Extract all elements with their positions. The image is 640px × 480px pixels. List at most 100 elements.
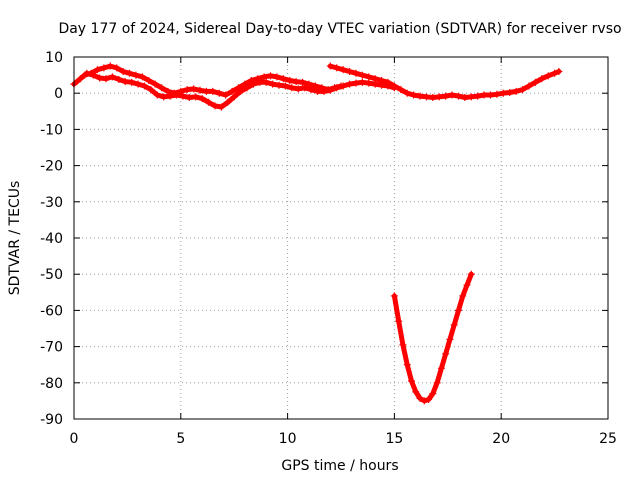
- y-tick-label: 0: [54, 86, 63, 102]
- data-point: [292, 78, 300, 86]
- data-point: [254, 75, 262, 83]
- data-point: [211, 102, 219, 110]
- data-point: [273, 73, 281, 81]
- data-point: [299, 78, 307, 86]
- data-point: [228, 87, 236, 95]
- data-point: [209, 87, 217, 95]
- data-point: [358, 71, 366, 79]
- data-point: [260, 73, 268, 81]
- x-tick-label: 15: [385, 431, 403, 447]
- data-point: [217, 103, 225, 111]
- data-point: [230, 93, 238, 101]
- y-tick-label: -10: [40, 122, 63, 138]
- x-tick-label: 10: [279, 431, 297, 447]
- chart-title: Day 177 of 2024, Sidereal Day-to-day VTE…: [58, 21, 621, 37]
- data-point: [115, 75, 123, 83]
- data-point: [397, 86, 405, 94]
- data-point: [234, 84, 242, 92]
- data-point: [222, 91, 230, 99]
- data-point: [126, 69, 134, 77]
- data-point: [185, 94, 193, 102]
- data-point: [145, 77, 153, 85]
- data-point: [202, 87, 210, 95]
- data-point: [215, 89, 223, 97]
- data-point: [269, 80, 277, 88]
- data-point: [555, 67, 563, 75]
- data-point: [331, 84, 339, 92]
- data-point: [352, 79, 360, 87]
- data-point: [132, 71, 140, 79]
- data-point: [410, 91, 418, 99]
- data-point: [454, 92, 462, 100]
- data-point: [461, 94, 469, 102]
- data-point: [96, 74, 104, 82]
- data-point: [506, 88, 514, 96]
- x-axis: 0 5 10 15 20 25: [70, 57, 617, 447]
- data-point: [294, 85, 302, 93]
- data-point: [224, 98, 232, 106]
- data-point: [474, 92, 482, 100]
- data-point: [371, 75, 379, 83]
- data-point: [138, 73, 146, 81]
- data-point: [525, 82, 533, 90]
- data-point: [147, 86, 155, 94]
- data-point: [358, 78, 366, 86]
- data-point: [429, 390, 437, 398]
- data-point: [538, 75, 546, 83]
- data-point: [390, 292, 398, 300]
- data-point: [337, 82, 345, 90]
- data-point: [288, 84, 296, 92]
- data-point: [425, 395, 433, 403]
- data-point: [544, 72, 552, 80]
- data-point: [286, 77, 294, 85]
- data-point: [108, 73, 116, 81]
- data-point: [437, 364, 445, 372]
- data-point: [326, 62, 334, 70]
- data-point: [435, 93, 443, 101]
- data-point: [416, 92, 424, 100]
- data-point: [177, 87, 185, 95]
- data-point: [81, 71, 89, 79]
- data-point: [403, 361, 411, 369]
- data-point: [87, 69, 95, 77]
- data-point: [416, 394, 424, 402]
- data-point: [487, 91, 495, 99]
- data-point: [459, 292, 467, 300]
- data-point: [305, 80, 313, 88]
- data-point: [190, 85, 198, 93]
- data-point: [551, 69, 559, 77]
- data-point: [403, 89, 411, 97]
- data-point: [390, 82, 398, 90]
- y-tick-label: -50: [40, 267, 63, 283]
- data-point: [192, 93, 200, 101]
- data-point: [279, 75, 287, 83]
- data-point: [395, 317, 403, 325]
- data-point: [512, 87, 520, 95]
- data-point: [420, 397, 428, 405]
- data-point: [196, 86, 204, 94]
- data-point: [100, 64, 108, 72]
- y-tick-label: -80: [40, 376, 63, 392]
- data-point: [140, 82, 148, 90]
- data-point: [339, 66, 347, 74]
- data-point: [324, 86, 332, 94]
- data-point: [128, 78, 136, 86]
- data-point: [170, 89, 178, 97]
- data-point: [448, 91, 456, 99]
- y-tick-label: -90: [40, 412, 63, 428]
- data-point: [275, 81, 283, 89]
- y-tick-label: -70: [40, 340, 63, 356]
- grid-lines: [74, 57, 608, 419]
- data-point: [333, 64, 341, 72]
- data-point: [450, 321, 458, 329]
- plot-area: [70, 62, 563, 405]
- x-axis-title: GPS time / hours: [281, 458, 398, 474]
- data-point: [183, 86, 191, 94]
- data-point: [262, 78, 270, 86]
- data-point: [467, 93, 475, 101]
- data-point: [179, 92, 187, 100]
- data-point: [352, 69, 360, 77]
- y-tick-label: 10: [45, 50, 63, 66]
- y-tick-label: -60: [40, 303, 63, 319]
